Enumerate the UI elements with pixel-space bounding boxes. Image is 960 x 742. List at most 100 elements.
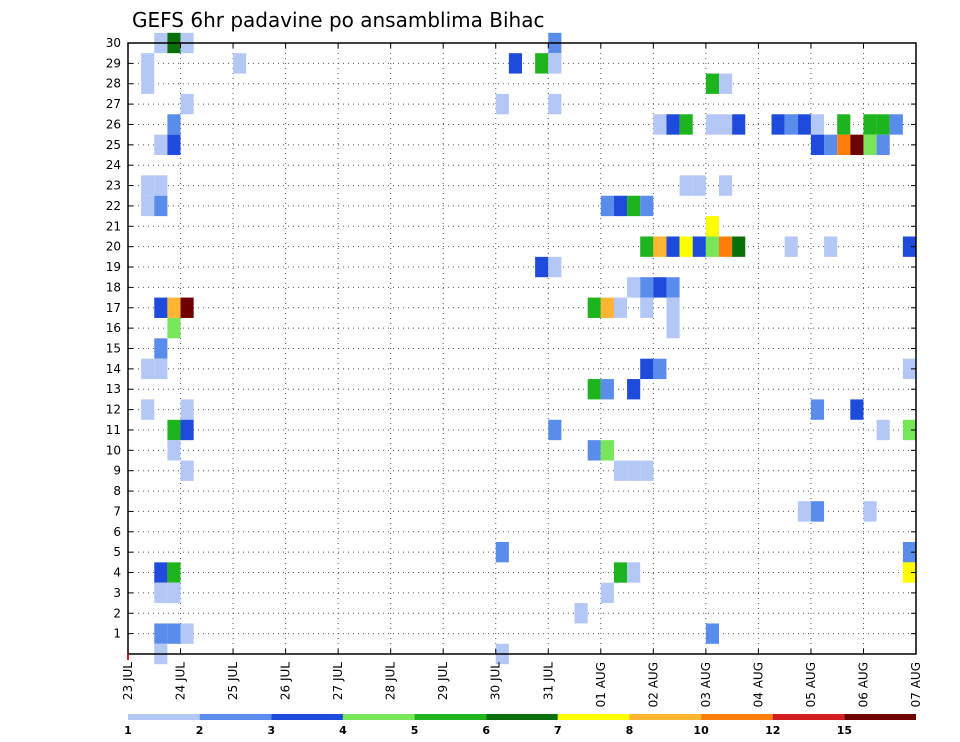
- precip-cell: [154, 582, 168, 604]
- y-axis-ticks: 1234567891011121314151617181920212223242…: [106, 36, 916, 641]
- precip-cell: [640, 297, 654, 318]
- precip-cell: [692, 236, 706, 257]
- precip-cell: [902, 236, 916, 257]
- chart-title: GEFS 6hr padavine po ansamblima Bihac: [132, 8, 544, 32]
- y-tick-label: 29: [106, 56, 121, 70]
- grid-lines: [128, 42, 916, 654]
- precip-cell: [705, 236, 719, 257]
- colorbar-label: 2: [196, 724, 204, 737]
- x-axis-ticks: 23 JUL 24 JUL 25 JUL 26 JUL 27 JUL 28 JUL 29 J…: [121, 43, 923, 707]
- x-tick-label: 29 JUL: [436, 662, 450, 700]
- precip-cell: [653, 358, 667, 380]
- y-tick-label: 8: [113, 484, 121, 498]
- colorbar-segment: [342, 714, 415, 720]
- precip-cell: [180, 399, 194, 420]
- precip-cell: [627, 195, 641, 217]
- precip-cell: [600, 195, 614, 217]
- colorbar-label: 4: [339, 724, 347, 737]
- precip-cell: [902, 562, 916, 583]
- precip-cell: [548, 53, 562, 74]
- precip-cell: [824, 134, 838, 156]
- y-tick-label: 12: [106, 403, 121, 417]
- precip-cell: [850, 134, 864, 156]
- precip-cell: [876, 419, 890, 441]
- precip-cell: [600, 440, 614, 461]
- precip-cell: [810, 501, 825, 522]
- colorbar-label: 12: [765, 724, 780, 737]
- y-tick-label: 10: [106, 443, 121, 457]
- precip-cell: [154, 338, 168, 359]
- precip-cell: [824, 236, 838, 257]
- precip-cell: [653, 236, 667, 257]
- x-tick-label: 03 AUG: [699, 662, 713, 707]
- precip-cell: [679, 236, 693, 257]
- precip-cell: [154, 297, 168, 318]
- y-tick-label: 25: [106, 138, 121, 152]
- colorbar-label: 10: [693, 724, 709, 737]
- precip-cell: [863, 114, 877, 135]
- precip-cell: [167, 297, 181, 318]
- precip-cell: [719, 114, 733, 135]
- precip-cell: [141, 399, 155, 420]
- precip-cell: [600, 379, 614, 400]
- precip-cell: [679, 114, 693, 135]
- precip-cell: [535, 53, 549, 74]
- x-tick-label: 26 JUL: [279, 662, 293, 700]
- y-tick-label: 18: [106, 280, 121, 294]
- x-tick-label: 02 AUG: [646, 662, 660, 707]
- precip-cell: [640, 195, 654, 217]
- precip-cell: [233, 53, 247, 74]
- y-tick-label: 30: [106, 36, 121, 50]
- precip-cell: [180, 93, 194, 115]
- colorbar-label: 5: [411, 724, 419, 737]
- x-tick-label: 05 AUG: [804, 662, 818, 707]
- precip-cell: [653, 277, 667, 298]
- colorbar-segment: [844, 714, 916, 720]
- colorbar-label: 7: [554, 724, 562, 737]
- precip-cell: [141, 53, 155, 74]
- precip-cell: [902, 419, 916, 441]
- y-tick-label: 6: [113, 525, 121, 539]
- colorbar-segment: [199, 714, 272, 720]
- precip-cell: [705, 114, 719, 135]
- precip-cell: [495, 541, 509, 563]
- y-tick-label: 16: [106, 321, 121, 335]
- y-tick-label: 27: [106, 97, 121, 111]
- y-tick-label: 23: [106, 179, 121, 193]
- y-tick-label: 22: [106, 199, 121, 213]
- precip-cell: [167, 134, 181, 156]
- precip-cell: [600, 582, 614, 604]
- precip-cell: [640, 277, 654, 298]
- precip-cell: [167, 440, 181, 461]
- precip-cell: [141, 195, 155, 217]
- precip-cell: [876, 134, 890, 156]
- precip-cell: [666, 297, 680, 318]
- colorbar-label: 1: [124, 724, 132, 737]
- precip-cell: [784, 114, 798, 135]
- precip-cell: [627, 277, 641, 298]
- y-tick-label: 1: [113, 627, 121, 641]
- y-tick-label: 26: [106, 117, 121, 131]
- colorbar-label: 15: [837, 724, 852, 737]
- precip-cell: [810, 399, 825, 420]
- y-tick-label: 9: [113, 464, 121, 478]
- precip-cell: [613, 460, 628, 481]
- precip-cell: [154, 623, 168, 644]
- x-tick-label: 24 JUL: [174, 662, 188, 700]
- colorbar-segment: [772, 714, 845, 720]
- x-tick-label: 01 AUG: [594, 662, 608, 707]
- precip-cell: [732, 236, 746, 257]
- precip-cell: [154, 175, 168, 196]
- precip-cell: [535, 256, 549, 278]
- precip-cell: [705, 623, 719, 644]
- precip-cell: [613, 562, 628, 583]
- precip-cell: [719, 236, 733, 257]
- precip-cell: [837, 134, 851, 156]
- precip-cell: [719, 73, 733, 94]
- precip-cell: [719, 175, 733, 196]
- x-tick-label: 27 JUL: [331, 662, 345, 700]
- y-tick-label: 24: [106, 158, 121, 172]
- precip-cell: [679, 175, 693, 196]
- precip-cell: [600, 297, 614, 318]
- precip-cell: [167, 623, 181, 644]
